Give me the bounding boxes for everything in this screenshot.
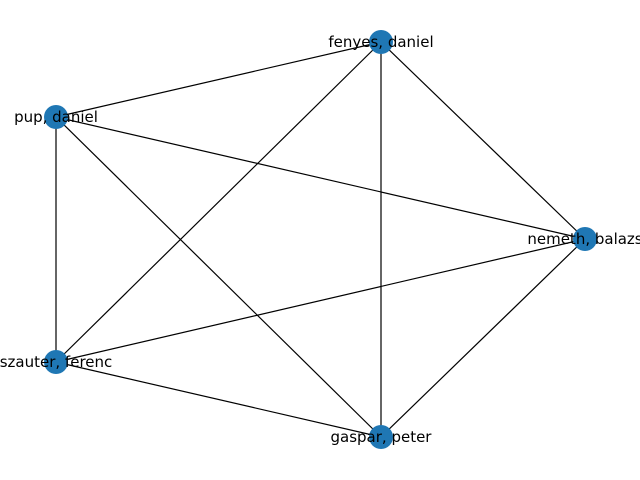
node-gaspar: gaspar, peter xyxy=(331,425,433,449)
node-pup: pup, daniel xyxy=(14,105,98,129)
node-marker xyxy=(44,105,68,129)
nodes-layer: fenyes, daniel pup, daniel nemeth, balazs s… xyxy=(0,30,640,449)
node-fenyes: fenyes, daniel xyxy=(328,30,434,54)
edge-fenyes-szauter xyxy=(55,41,382,363)
node-label: pup, daniel xyxy=(14,108,98,126)
node-label: gaspar, peter xyxy=(331,428,433,446)
edge-pup-gaspar xyxy=(55,116,382,438)
node-label: fenyes, daniel xyxy=(328,33,433,51)
edge-fenyes-pup xyxy=(55,41,382,118)
node-szauter: szauter, ferenc xyxy=(0,350,112,374)
node-marker xyxy=(44,350,68,374)
node-label: szauter, ferenc xyxy=(0,353,112,371)
edge-nemeth-szauter xyxy=(55,238,586,363)
node-marker xyxy=(369,30,393,54)
node-label: nemeth, balazs xyxy=(527,230,640,248)
edge-szauter-gaspar xyxy=(55,361,382,438)
edges-layer xyxy=(55,41,586,438)
edge-nemeth-gaspar xyxy=(380,238,586,438)
node-marker xyxy=(369,425,393,449)
node-nemeth: nemeth, balazs xyxy=(527,227,640,251)
edge-pup-nemeth xyxy=(55,116,586,240)
node-marker xyxy=(573,227,597,251)
edge-fenyes-nemeth xyxy=(380,41,586,240)
